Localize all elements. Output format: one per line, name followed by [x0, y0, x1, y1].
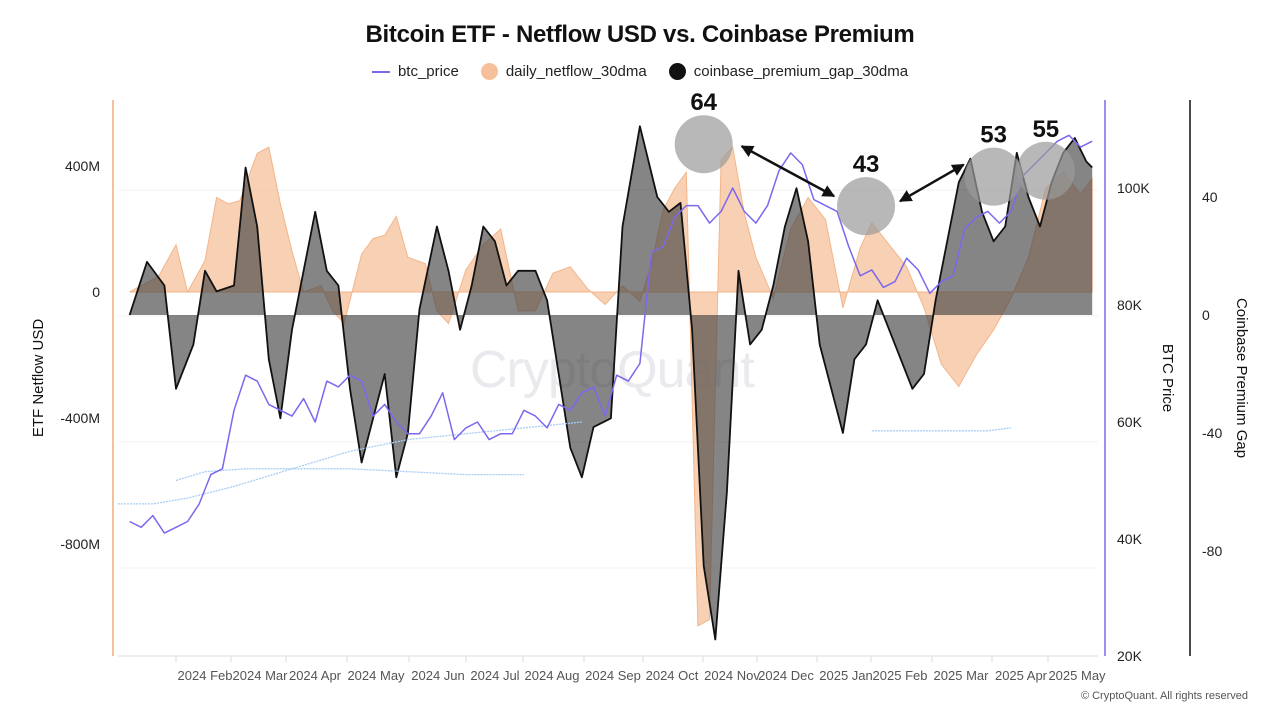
premium-area: [129, 126, 1093, 640]
legend-label: btc_price: [397, 63, 459, 80]
price-tick-label: 20K: [1117, 648, 1143, 664]
premium-tick-label: -80: [1202, 543, 1222, 559]
x-tick-label: 2024 Oct: [646, 668, 699, 683]
legend-item-coinbase-premium[interactable]: coinbase_premium_gap_30dma: [668, 63, 909, 80]
left-tick-label: 0: [92, 284, 100, 300]
left-tick-label: -800M: [60, 536, 100, 552]
chart-title: Bitcoin ETF - Netflow USD vs. Coinbase P…: [365, 21, 915, 48]
annotation-circle: [1016, 141, 1075, 200]
legend-dot-marker: [668, 63, 686, 80]
premium-area-layer: [128, 125, 1093, 641]
btc-price-line: [129, 134, 1093, 534]
double-arrow: [898, 163, 965, 203]
annotation-circle: [674, 115, 733, 174]
moving-average-line: [175, 468, 524, 482]
premium-tick-label: -40: [1202, 425, 1222, 441]
annotation-circle: [837, 177, 896, 236]
premium-tick-label: 0: [1202, 307, 1210, 323]
x-tick-label: 2025 Apr: [995, 668, 1048, 683]
x-tick-label: 2024 Dec: [758, 668, 814, 683]
annotation-label: 55: [1032, 116, 1059, 143]
annotation-label: 64: [690, 89, 717, 116]
x-tick-label: 2024 Jun: [411, 668, 465, 683]
legend-dot-marker: [480, 63, 498, 80]
x-tick-label: 2024 May: [347, 668, 405, 683]
moving-average-layer: [118, 421, 1012, 505]
x-tick-label: 2024 Mar: [233, 668, 289, 683]
legend-label: coinbase_premium_gap_30dma: [693, 63, 909, 80]
x-tick-label: 2025 May: [1048, 668, 1106, 683]
moving-average-line: [871, 427, 1012, 432]
x-tick-label: 2025 Feb: [873, 668, 928, 683]
legend-label: daily_netflow_30dma: [505, 63, 647, 80]
premium-axis-title: Coinbase Premium Gap: [1233, 298, 1250, 458]
annotation-layer: 64 43 53 55: [674, 89, 1075, 236]
annotation-label: 43: [853, 151, 880, 178]
x-tick-label: 2024 Sep: [585, 668, 641, 683]
left-axis-title: ETF Netflow USD: [30, 319, 47, 438]
axes-layer: 400M 0 -400M -800M 100K 80K 60K 40K 20K 40 0 -40 -80…: [30, 100, 1250, 683]
x-tick-label: 2024 Nov: [704, 668, 760, 683]
x-tick-label: 2025 Jan: [819, 668, 873, 683]
legend-item-btc-price[interactable]: btc_price: [371, 63, 459, 80]
x-tick-label: 2024 Jul: [470, 668, 519, 683]
moving-average-line: [118, 421, 582, 505]
price-axis-title: BTC Price: [1159, 344, 1176, 412]
netflow-area: [129, 146, 1093, 627]
left-tick-label: 400M: [65, 158, 100, 174]
premium-line: [128, 125, 1093, 641]
x-tick-label: 2024 Feb: [178, 668, 233, 683]
price-tick-label: 100K: [1117, 180, 1150, 196]
double-arrow: [740, 145, 836, 198]
price-line-layer: [129, 134, 1093, 534]
legend-line-marker: [371, 70, 390, 73]
premium-tick-label: 40: [1202, 189, 1218, 205]
price-tick-label: 80K: [1117, 297, 1143, 313]
annotation-circle: [964, 147, 1023, 206]
legend-item-daily-netflow[interactable]: daily_netflow_30dma: [480, 63, 647, 80]
x-tick-label: 2024 Apr: [289, 668, 342, 683]
annotation-label: 53: [980, 122, 1007, 149]
price-tick-label: 60K: [1117, 414, 1143, 430]
left-tick-label: -400M: [60, 410, 100, 426]
netflow-area-layer: [129, 146, 1093, 627]
legend: btc_price daily_netflow_30dma coinbase_p…: [0, 63, 1280, 80]
copyright-notice: © CryptoQuant. All rights reserved: [1080, 690, 1248, 702]
x-tick-label: 2025 Mar: [934, 668, 990, 683]
x-tick-label: 2024 Aug: [525, 668, 580, 683]
price-tick-label: 40K: [1117, 531, 1143, 547]
